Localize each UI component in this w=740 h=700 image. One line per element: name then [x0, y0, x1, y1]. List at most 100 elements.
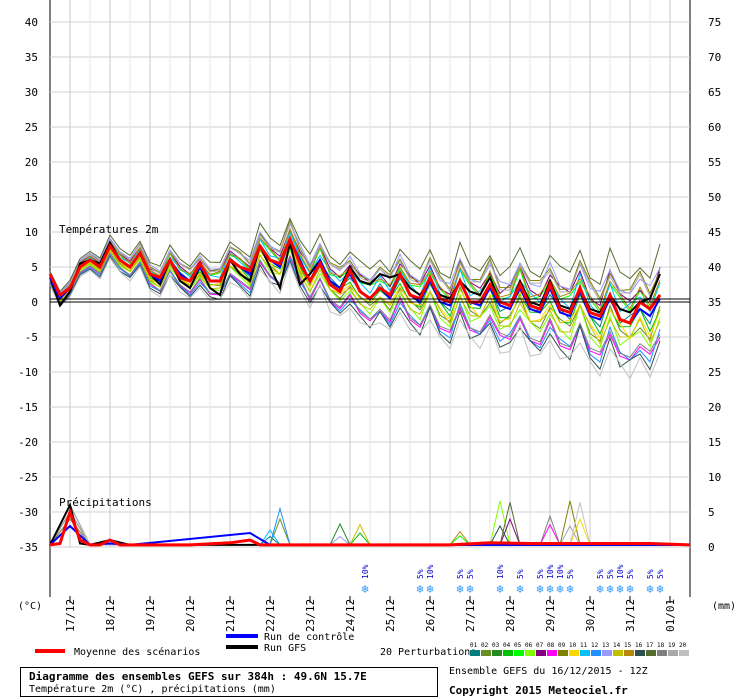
snow-probability-label: 5%	[646, 569, 655, 579]
perturbation-legend-swatch	[503, 650, 513, 656]
perturbation-legend-id: 03	[492, 642, 500, 649]
left-tick-label: 20	[25, 156, 38, 169]
left-tick-label: 15	[25, 191, 38, 204]
chart-info-box: Diagramme des ensembles GEFS sur 384h : …	[20, 667, 438, 697]
perturbation-11-temperature-line	[49, 231, 661, 317]
x-axis-date-ticks: 17/12 18/12 19/12 20/12 21/12 22/12 23/12 24/12…	[64, 596, 677, 632]
x-tick-label: 25/12	[384, 599, 397, 632]
perturbation-legend-id: 12	[591, 642, 599, 649]
perturbation-legend-id: 14	[613, 642, 621, 649]
perturbation-20-temperature-line	[49, 256, 661, 380]
snow-probability-label: 5%	[626, 569, 635, 579]
perturbation-legend-id: 07	[536, 642, 544, 649]
left-tick-label: 0	[31, 296, 38, 309]
x-tick-label: 21/12	[224, 599, 237, 632]
ensemble-run-label: Ensemble GEFS du 16/12/2015 - 12Z	[449, 666, 648, 677]
chart-subtitle: Température 2m (°C) , précipitations (mm…	[29, 684, 276, 695]
perturbation-legend-swatch	[580, 650, 590, 656]
left-tick-label: 25	[25, 121, 38, 134]
snowflake-icon: ❄	[496, 582, 503, 596]
perturbation-legend-id: 11	[580, 642, 588, 649]
perturbation-18-temperature-line	[49, 251, 661, 358]
perturbation-legend-swatch	[470, 650, 480, 656]
x-tick-label: 17/12	[64, 599, 77, 632]
x-tick-label: 01/01	[664, 599, 677, 632]
left-tick-label: 35	[25, 51, 38, 64]
snowflake-icon: ❄	[536, 582, 543, 596]
snow-probability-markers: 10%❄5%❄10%❄5%❄5%❄10%❄5%❄5%❄10%❄10%❄5%❄5%…	[361, 564, 665, 596]
x-tick-label: 27/12	[464, 599, 477, 632]
perturbation-04-temperature-line	[49, 238, 661, 335]
snow-probability-label: 5%	[516, 569, 525, 579]
perturbation-legend-swatch	[558, 650, 568, 656]
snowflake-icon: ❄	[556, 582, 563, 596]
perturbation-legend-swatch	[624, 650, 634, 656]
snowflake-icon: ❄	[626, 582, 633, 596]
perturbation-legend-id: 10	[569, 642, 577, 649]
perturbation-legend-swatch	[536, 650, 546, 656]
snow-probability-label: 10%	[556, 564, 565, 579]
right-tick-label: 25	[708, 366, 721, 379]
left-tick-label: -35	[18, 541, 38, 554]
snowflake-icon: ❄	[656, 582, 663, 596]
right-tick-label: 45	[708, 226, 721, 239]
x-tick-label: 24/12	[344, 599, 357, 632]
left-tick-label: -30	[18, 506, 38, 519]
snowflake-icon: ❄	[466, 582, 473, 596]
snow-probability-label: 10%	[546, 564, 555, 579]
right-tick-label: 70	[708, 51, 721, 64]
snowflake-icon: ❄	[456, 582, 463, 596]
perturbation-legend-swatch	[602, 650, 612, 656]
perturbation-12-temperature-line	[49, 252, 661, 363]
perturbation-legend-id: 05	[514, 642, 522, 649]
left-tick-label: 10	[25, 226, 38, 239]
right-tick-label: 40	[708, 261, 721, 274]
snow-probability-label: 5%	[606, 569, 615, 579]
perturbation-10-temperature-line	[49, 241, 661, 340]
perturbation-legend-swatch	[525, 650, 535, 656]
x-tick-label: 22/12	[264, 599, 277, 632]
main-series-lines	[48, 235, 691, 547]
perturbation-legend-id: 16	[635, 642, 643, 649]
copyright-label: Copyright 2015 Meteociel.fr	[449, 684, 628, 697]
perturbation-13-temperature-line	[49, 222, 661, 295]
left-tick-label: 40	[25, 16, 38, 29]
snowflake-icon: ❄	[596, 582, 603, 596]
perturbation-legend-id: 15	[624, 642, 632, 649]
right-tick-label: 60	[708, 121, 721, 134]
mean-temperature-line	[48, 235, 662, 325]
right-tick-label: 75	[708, 16, 721, 29]
perturbation-14-temperature-line	[49, 243, 661, 345]
perturbation-legend-swatch	[668, 650, 678, 656]
right-unit-label: (mm)	[712, 601, 736, 612]
snowflake-icon: ❄	[646, 582, 653, 596]
perturbation-legend-swatch	[635, 650, 645, 656]
left-tick-label: -5	[25, 331, 38, 344]
left-tick-label: 5	[31, 261, 38, 274]
snowflake-icon: ❄	[361, 582, 368, 596]
left-axis-ticks: 40 35 30 25 20 15 10 5 0 -5 -10 -15 -20 -25 -30 -35	[18, 16, 38, 554]
x-tick-label: 20/12	[184, 599, 197, 632]
right-tick-label: 15	[708, 436, 721, 449]
snow-probability-label: 10%	[496, 564, 505, 579]
right-tick-label: 0	[708, 541, 715, 554]
right-tick-label: 55	[708, 156, 721, 169]
perturbation-legend-swatch	[646, 650, 656, 656]
perturbation-legend-id: 13	[602, 642, 610, 649]
right-tick-label: 20	[708, 401, 721, 414]
x-tick-label: 30/12	[584, 599, 597, 632]
perturbation-legend-swatch	[481, 650, 491, 656]
perturbation-17-temperature-line	[49, 217, 661, 293]
perturbation-legend-swatch	[613, 650, 623, 656]
snowflake-icon: ❄	[606, 582, 613, 596]
perturbation-legend-swatch	[514, 650, 524, 656]
right-tick-label: 65	[708, 86, 721, 99]
perturbation-legend-swatch	[569, 650, 579, 656]
x-tick-label: 29/12	[544, 599, 557, 632]
left-tick-label: 30	[25, 86, 38, 99]
left-unit-label: (°C)	[18, 601, 42, 612]
snow-probability-label: 5%	[536, 569, 545, 579]
snow-probability-label: 5%	[656, 569, 665, 579]
snow-probability-label: 10%	[426, 564, 435, 579]
